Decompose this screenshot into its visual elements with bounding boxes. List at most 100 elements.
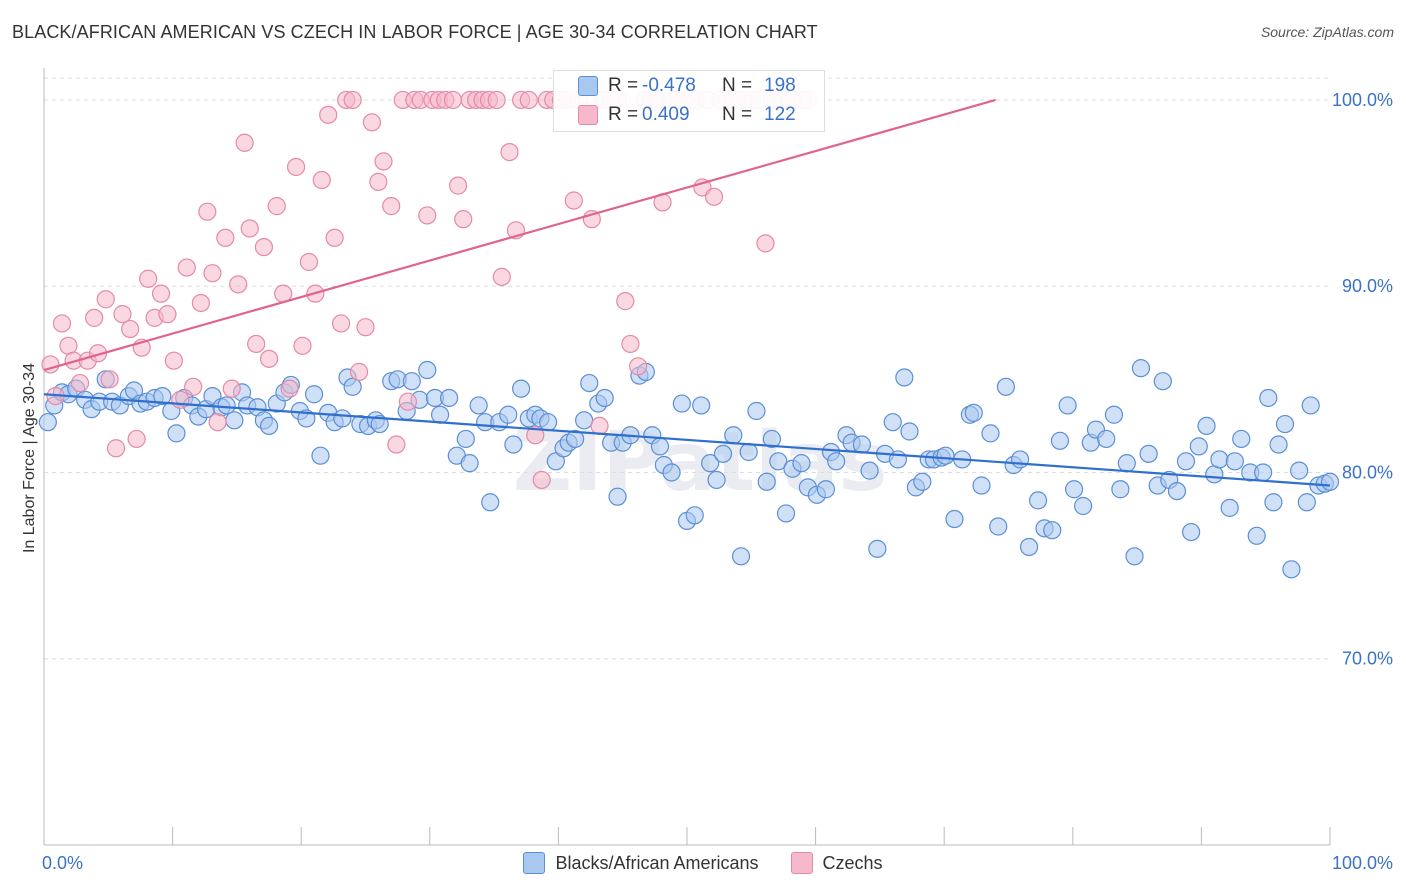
blacks-point [1220,498,1239,517]
blacks-point [724,426,743,445]
pink-swatch [578,105,598,125]
blacks-point [456,429,475,449]
blacks-point [217,396,236,415]
blacks-point [1139,444,1158,463]
blacks-point [852,435,871,454]
blacks-point [1073,496,1093,516]
czechs-point [216,228,235,247]
czechs-point [418,206,437,225]
blacks-point [1264,493,1283,512]
czechs-trend-line [43,98,996,372]
blacks-point [1050,431,1070,450]
blacks-point [1320,472,1340,491]
blacks-point [1058,396,1077,415]
blacks-point [311,446,330,465]
blacks-point [769,452,788,471]
blacks-point [792,454,811,473]
legend: Blacks/African Americans Czechs [0,852,1406,874]
chart-title: BLACK/AFRICAN AMERICAN VS CZECH IN LABOR… [12,22,818,42]
czechs-point [184,377,203,396]
czechs-point [519,90,538,110]
y-tick-label: 80.0% [1342,462,1393,482]
blacks-point [1197,416,1216,436]
czechs-point [487,90,506,110]
czechs-point [756,234,775,253]
blacks-point [1290,461,1309,480]
czechs-point [280,379,299,398]
czechs-point [254,237,274,257]
blacks-point [1297,493,1316,512]
legend-item-blacks[interactable]: Blacks/African Americans [523,852,759,874]
n-value-blue: 198 [764,75,796,96]
x-tick-label: 100.0% [1332,853,1393,873]
blacks-point [816,480,835,499]
blacks-point [945,509,964,529]
blacks-point [1097,429,1116,449]
blacks-point [868,539,887,558]
czechs-point [382,197,401,216]
legend-label-czechs: Czechs [822,852,883,873]
czechs-point [312,170,331,190]
czechs-point [286,157,306,177]
legend-swatch-blue [523,852,546,874]
czechs-point [331,314,351,333]
blacks-point [1010,450,1030,469]
czechs-point [229,275,248,294]
blacks-point [757,472,776,491]
blacks-point [883,413,902,432]
czechs-point [454,210,473,229]
blacks-point [1153,372,1172,391]
y-tick-label: 70.0% [1342,649,1393,669]
czechs-point [267,197,286,216]
czechs-point [164,351,183,370]
source-label: Source: ZipAtlas.com [1260,24,1394,40]
blacks-point [685,506,704,525]
czechs-point [96,290,115,309]
czechs-point [177,258,196,277]
blacks-point [936,446,955,465]
blacks-point [402,372,421,391]
czechs-point [85,308,104,327]
czechs-point [247,334,266,354]
legend-item-czechs[interactable]: Czechs [790,852,883,874]
blacks-point [692,396,711,415]
blacks-point [370,414,389,434]
blacks-point [1167,481,1187,501]
blacks-point [580,373,599,393]
blacks-point [1254,463,1273,482]
czechs-point [158,305,177,324]
czechs-point [222,379,241,398]
blacks-point [707,470,726,490]
blacks-point [913,472,932,491]
r-label: R = [608,75,639,96]
legend-label-blacks: Blacks/African Americans [555,852,759,873]
y-axis-label: In Labor Force | Age 30-34 [21,363,38,553]
blacks-point [731,547,751,566]
x-tick-label: 0.0% [42,853,83,873]
czechs-point [448,176,468,195]
blacks-point [1301,396,1320,415]
blacks-point [1189,437,1208,456]
blacks-point [1111,480,1130,499]
blacks-point [996,377,1016,396]
blacks-point [439,388,459,408]
blacks-point [566,429,585,449]
blacks-point [481,493,500,512]
czechs-point [70,373,90,393]
blacks-point [776,504,796,523]
blacks-point [1210,450,1229,469]
n-label: N = [722,104,753,125]
czechs-point [208,413,227,432]
blacks-point [1104,405,1124,424]
czechs-point [629,357,648,376]
czechs-point [293,336,312,355]
blacks-point [225,411,244,430]
blacks-point [460,454,479,473]
czechs-point [532,470,551,490]
czechs-point [240,219,259,238]
blacks-point [1043,521,1062,540]
blacks-point [662,463,681,482]
czechs-point [621,334,640,354]
czechs-point [299,252,319,272]
